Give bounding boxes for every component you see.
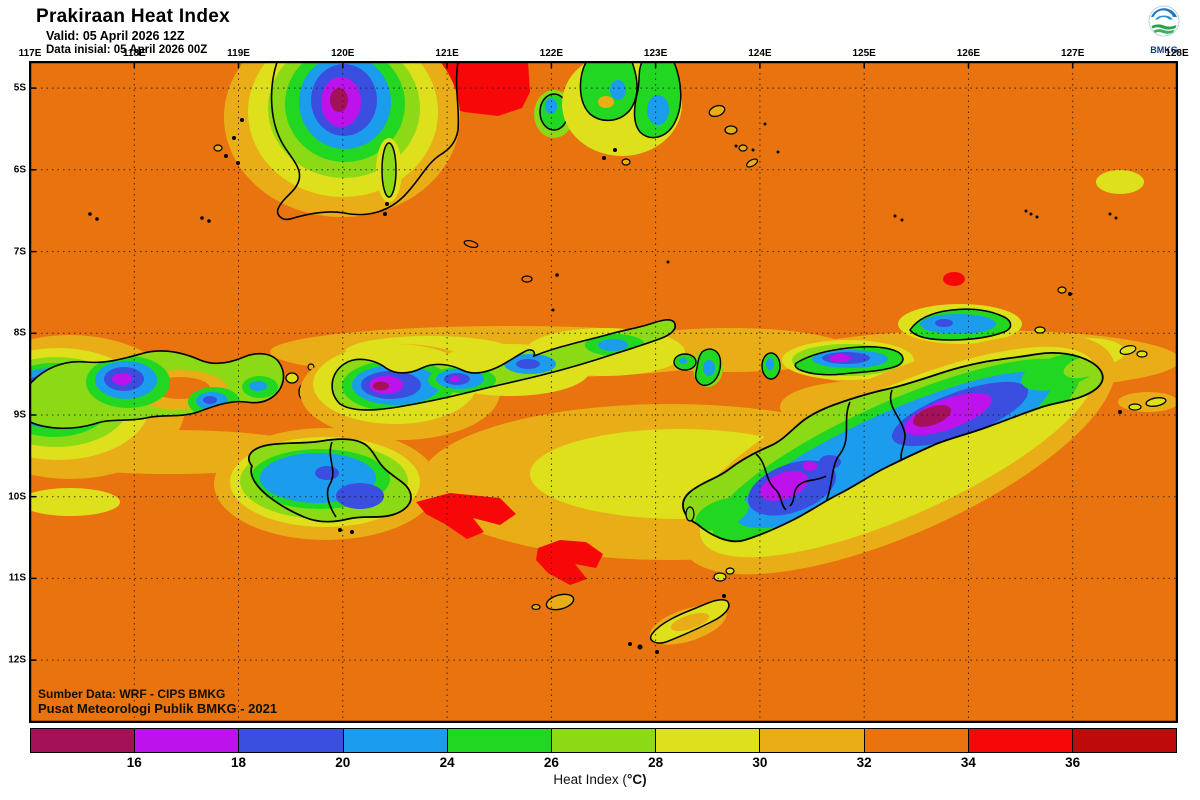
colorbar-tick-value: 24 bbox=[439, 755, 455, 770]
latitude-tick-label: 10S bbox=[8, 491, 26, 503]
longitude-tick-label: 124E bbox=[748, 48, 772, 59]
colorbar-unit: °C bbox=[626, 772, 643, 787]
colorbar-segment bbox=[656, 729, 761, 752]
initial-data-label: Data inisial: 05 April 2026 00Z bbox=[46, 44, 208, 56]
colorbar-label: Heat Index (°C) bbox=[0, 772, 1200, 787]
colorbar-segment bbox=[968, 729, 1073, 752]
colorbar-tick-value: 20 bbox=[335, 755, 351, 770]
colorbar-tick-value: 26 bbox=[543, 755, 559, 770]
longitude-tick-label: 122E bbox=[539, 48, 564, 59]
colorbar-label-text: Heat Index ( bbox=[553, 772, 627, 787]
longitude-tick-label: 128E bbox=[1165, 48, 1189, 59]
colorbar-tick-value: 28 bbox=[648, 755, 664, 770]
valid-time-label: Valid: 05 April 2026 12Z bbox=[46, 29, 185, 43]
colorbar-segment bbox=[1072, 729, 1177, 752]
colorbar bbox=[30, 728, 1177, 753]
latitude-tick-label: 12S bbox=[8, 654, 26, 666]
latitude-tick-label: 5S bbox=[13, 82, 26, 94]
longitude-tick-label: 126E bbox=[956, 48, 981, 59]
colorbar-segment bbox=[864, 729, 969, 752]
longitude-tick-label: 125E bbox=[852, 48, 876, 59]
page-title: Prakiraan Heat Index bbox=[36, 6, 230, 27]
longitude-tick-label: 117E bbox=[18, 48, 42, 59]
longitude-tick-label: 118E bbox=[122, 48, 146, 59]
heat-index-map bbox=[29, 61, 1178, 723]
colorbar-tick-value: 32 bbox=[856, 755, 872, 770]
latitude-tick-label: 7S bbox=[13, 246, 26, 258]
colorbar-tick-value: 16 bbox=[126, 755, 142, 770]
colorbar-label-suffix: ) bbox=[642, 772, 647, 787]
colorbar-tick-value: 34 bbox=[960, 755, 976, 770]
colorbar-tick-value: 36 bbox=[1065, 755, 1081, 770]
colorbar-tick-value: 18 bbox=[231, 755, 247, 770]
colorbar-segment bbox=[31, 729, 136, 752]
colorbar-segment bbox=[760, 729, 865, 752]
bmkg-logo-text: BMKG bbox=[1150, 45, 1178, 55]
longitude-tick-label: 120E bbox=[331, 48, 355, 59]
latitude-tick-label: 9S bbox=[13, 409, 26, 421]
latitude-tick-label: 11S bbox=[8, 572, 26, 584]
bmkg-logo-icon bbox=[1148, 5, 1180, 37]
colorbar-segment bbox=[239, 729, 344, 752]
colorbar-segment bbox=[343, 729, 448, 752]
latitude-tick-label: 8S bbox=[13, 327, 26, 339]
colorbar-tick-value: 30 bbox=[752, 755, 768, 770]
colorbar-segment bbox=[447, 729, 552, 752]
latitude-tick-label: 6S bbox=[13, 164, 26, 176]
colorbar-segment bbox=[135, 729, 240, 752]
longitude-tick-label: 121E bbox=[435, 48, 459, 59]
data-source-line: Sumber Data: WRF - CIPS BMKG bbox=[38, 687, 226, 701]
longitude-tick-label: 123E bbox=[643, 48, 668, 59]
longitude-tick-label: 119E bbox=[227, 48, 250, 59]
colorbar-segment bbox=[551, 729, 657, 752]
issuer-line: Pusat Meteorologi Publik BMKG - 2021 bbox=[38, 701, 278, 716]
bmkg-logo: BMKG bbox=[1142, 2, 1186, 55]
longitude-tick-label: 127E bbox=[1061, 48, 1085, 59]
